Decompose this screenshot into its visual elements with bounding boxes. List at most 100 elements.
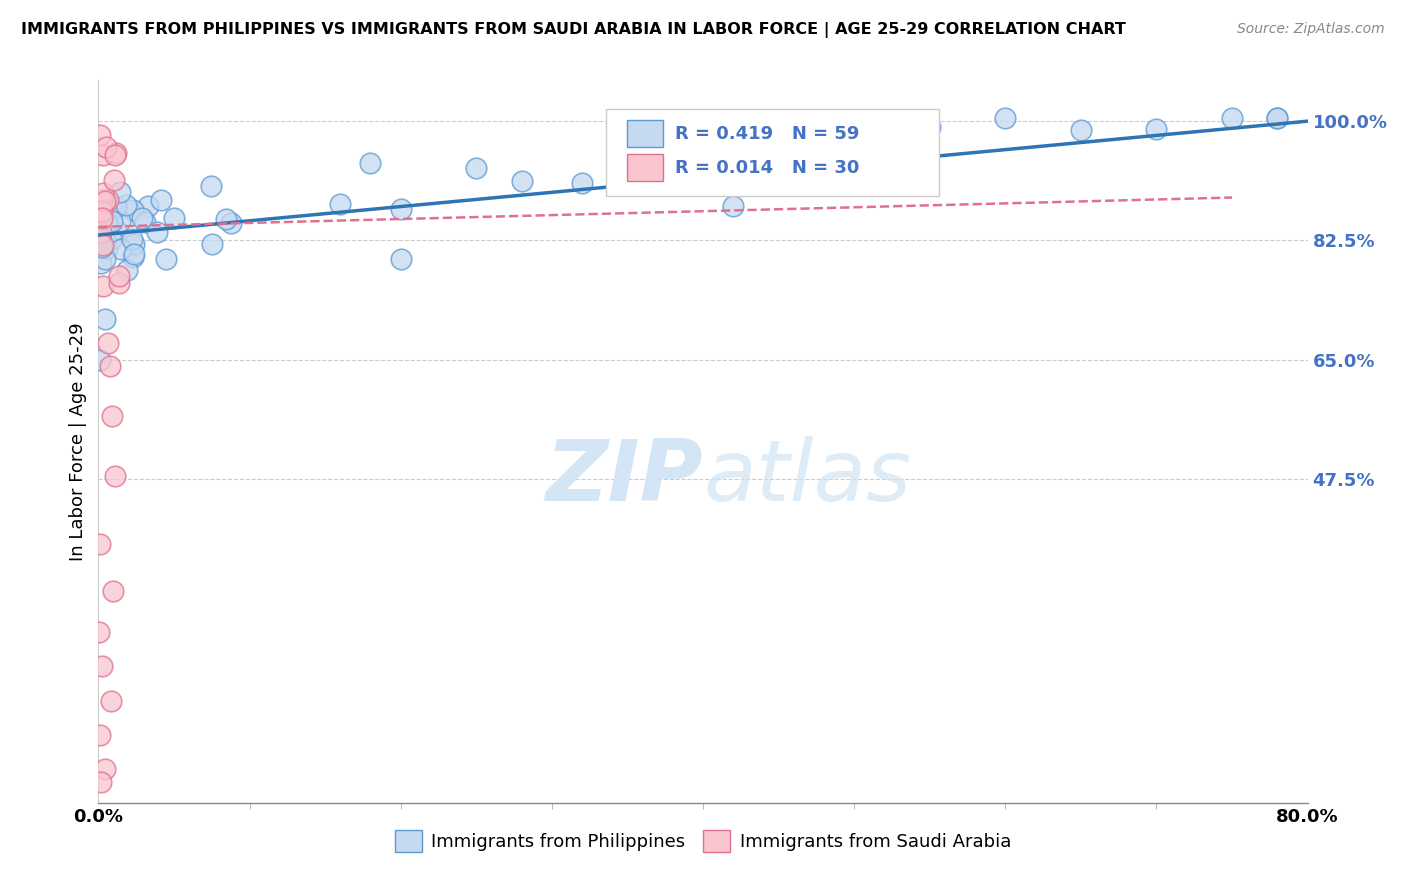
Point xyxy=(90,204,112,219)
Point xyxy=(122,236,145,251)
Point xyxy=(813,118,835,132)
Point xyxy=(100,359,122,374)
FancyBboxPatch shape xyxy=(606,109,939,196)
Point xyxy=(94,198,117,212)
Point xyxy=(389,202,412,217)
Point xyxy=(96,241,118,255)
Point xyxy=(94,252,117,267)
Point xyxy=(93,238,115,252)
Point xyxy=(104,468,127,483)
Point xyxy=(1220,111,1243,125)
Y-axis label: In Labor Force | Age 25-29: In Labor Force | Age 25-29 xyxy=(69,322,87,561)
Point xyxy=(91,148,114,162)
Point xyxy=(97,336,120,351)
Point xyxy=(110,242,132,256)
Point xyxy=(89,128,111,142)
Text: R = 0.419   N = 59: R = 0.419 N = 59 xyxy=(675,125,859,143)
Point xyxy=(122,250,145,264)
Bar xyxy=(627,120,664,147)
Point xyxy=(219,217,242,231)
Point xyxy=(97,194,120,208)
Point xyxy=(89,625,111,640)
Point xyxy=(389,252,412,267)
Point xyxy=(91,194,114,208)
Point xyxy=(114,198,136,212)
Point xyxy=(100,198,122,212)
Point xyxy=(100,232,122,246)
Point xyxy=(108,268,131,283)
Point xyxy=(571,176,593,190)
Point xyxy=(155,252,177,266)
Text: atlas: atlas xyxy=(703,436,911,519)
Point xyxy=(94,311,117,326)
Point xyxy=(89,228,111,243)
Point xyxy=(93,186,115,200)
Point xyxy=(91,279,114,293)
Point xyxy=(661,156,683,170)
Point xyxy=(91,239,114,253)
Bar xyxy=(627,154,664,181)
Point xyxy=(1267,111,1289,125)
Text: IMMIGRANTS FROM PHILIPPINES VS IMMIGRANTS FROM SAUDI ARABIA IN LABOR FORCE | AGE: IMMIGRANTS FROM PHILIPPINES VS IMMIGRANT… xyxy=(21,22,1126,38)
Point xyxy=(121,232,143,246)
Point xyxy=(994,111,1017,125)
Point xyxy=(89,352,111,367)
Point xyxy=(94,194,117,209)
Point xyxy=(90,205,112,219)
Point xyxy=(94,140,117,154)
Point xyxy=(100,693,122,707)
Point xyxy=(94,762,117,776)
Point xyxy=(110,186,132,200)
Point xyxy=(134,215,156,229)
Point xyxy=(89,728,111,742)
Point xyxy=(101,215,124,229)
Point xyxy=(93,210,115,224)
Point xyxy=(89,205,111,219)
Point xyxy=(90,256,112,270)
Point xyxy=(104,148,127,162)
Point xyxy=(136,199,159,213)
Point xyxy=(101,409,124,423)
Point xyxy=(616,151,638,165)
Point xyxy=(122,202,145,217)
Point xyxy=(131,211,153,225)
Point xyxy=(115,263,138,277)
Point xyxy=(101,214,124,228)
Point xyxy=(1144,121,1167,136)
Point xyxy=(201,236,224,251)
Point xyxy=(149,194,172,208)
Point xyxy=(94,219,117,233)
Point xyxy=(103,173,125,187)
Point xyxy=(1070,123,1092,137)
Text: R = 0.014   N = 30: R = 0.014 N = 30 xyxy=(675,159,859,177)
Point xyxy=(91,211,114,226)
Point xyxy=(918,120,941,134)
Text: Source: ZipAtlas.com: Source: ZipAtlas.com xyxy=(1237,22,1385,37)
Point xyxy=(360,156,382,170)
Point xyxy=(108,214,131,228)
Point xyxy=(104,145,127,160)
Point xyxy=(90,775,112,789)
Point xyxy=(200,179,222,194)
Point xyxy=(329,197,352,211)
Point xyxy=(844,143,866,157)
Point xyxy=(101,584,124,599)
Point xyxy=(104,200,127,214)
Point xyxy=(96,216,118,230)
Point xyxy=(215,211,238,226)
Legend: Immigrants from Philippines, Immigrants from Saudi Arabia: Immigrants from Philippines, Immigrants … xyxy=(388,822,1018,859)
Point xyxy=(108,276,131,290)
Point xyxy=(510,173,533,187)
Point xyxy=(723,199,745,213)
Point xyxy=(1267,111,1289,125)
Point xyxy=(122,247,145,261)
Point xyxy=(94,235,117,249)
Point xyxy=(91,659,114,673)
Point xyxy=(90,225,112,239)
Point xyxy=(89,537,111,551)
Point xyxy=(465,161,488,176)
Point xyxy=(105,223,128,237)
Point xyxy=(163,211,186,226)
Point xyxy=(145,225,167,239)
Text: ZIP: ZIP xyxy=(546,436,703,519)
